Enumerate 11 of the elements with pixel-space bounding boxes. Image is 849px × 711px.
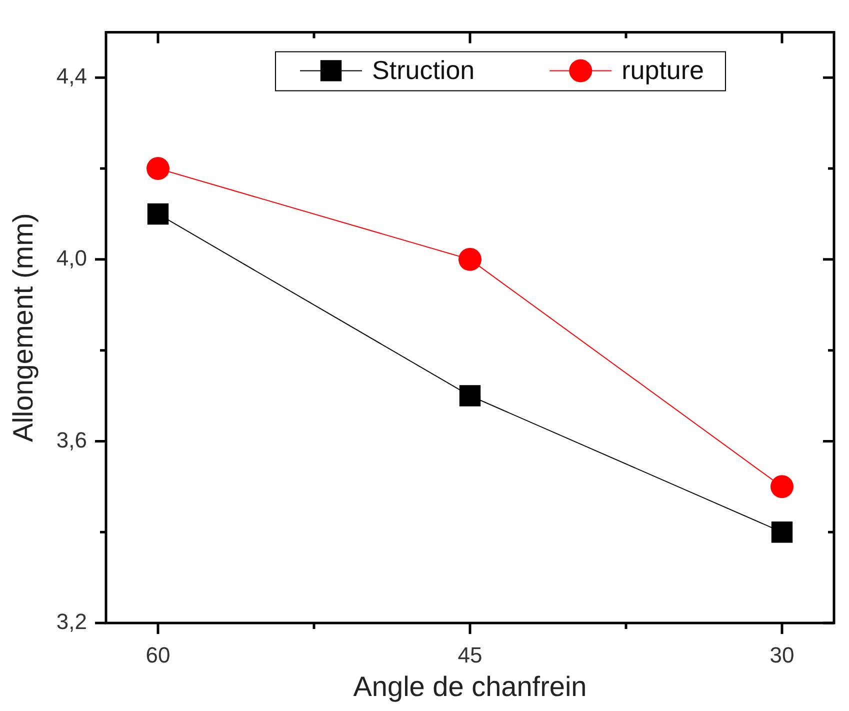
y-tick-label: 3,2 xyxy=(56,609,87,634)
x-tick-label: 30 xyxy=(770,642,794,668)
legend-label: rupture xyxy=(622,54,704,85)
x-tick-label: 45 xyxy=(458,642,482,668)
legend-label: Struction xyxy=(372,54,475,85)
y-axis-title: Allongement (mm) xyxy=(8,213,39,442)
y-tick-label: 4,0 xyxy=(56,245,87,270)
y-tick-label: 3,6 xyxy=(56,427,87,452)
x-axis-title: Angle de chanfrein xyxy=(353,670,587,702)
x-tick-label: 60 xyxy=(146,642,170,668)
y-tick-label: 4,4 xyxy=(56,64,87,89)
